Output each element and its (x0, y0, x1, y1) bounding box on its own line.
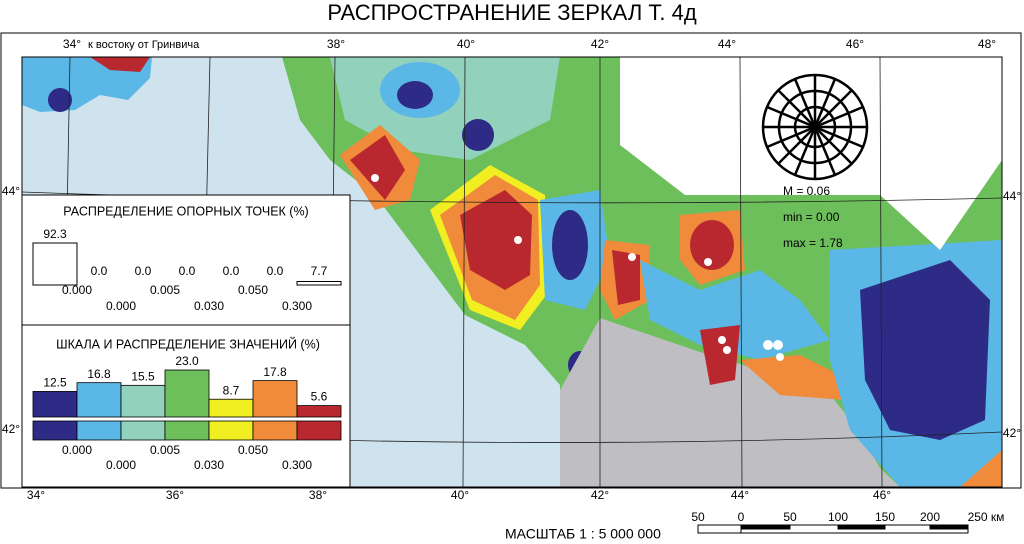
lon-label: 42° (591, 37, 609, 51)
scale-tick: 50 (691, 510, 705, 524)
lon-label: 36° (166, 488, 184, 502)
value-bar (164, 369, 210, 418)
lon-label: 40° (457, 37, 475, 51)
scale-tick: 50 (783, 510, 797, 524)
lat-label: 44° (2, 184, 20, 198)
lon-label: 44° (731, 488, 749, 502)
value-bar (208, 398, 254, 418)
legend-title: ШКАЛА И РАСПРЕДЕЛЕНИЕ ЗНАЧЕНИЙ (%) (56, 336, 320, 351)
value-label: 0.0 (179, 264, 196, 278)
lon-label: 38° (327, 37, 345, 51)
point-bar (296, 280, 342, 286)
stat: min = 0.00 (783, 210, 840, 224)
lon-label: 48° (978, 37, 996, 51)
value-label: 0.0 (135, 264, 152, 278)
scale-tick: 150 (875, 510, 895, 524)
threshold-label: 0.030 (194, 458, 224, 472)
color-swatch (32, 420, 78, 441)
color-swatch (164, 420, 210, 441)
value-bar (252, 380, 298, 418)
lon-label: 42° (591, 488, 609, 502)
threshold-label: 0.300 (282, 299, 312, 313)
stat: max = 1.78 (783, 236, 843, 250)
value-label: 15.5 (131, 369, 155, 383)
color-swatch (76, 420, 122, 441)
coordinates: 34° к востоку от Гринвича 38° 40° 42° 44… (2, 37, 1021, 502)
scale-bar (697, 524, 969, 534)
point-bar (32, 242, 78, 286)
value-label: 92.3 (43, 227, 67, 241)
scale-tick: 100 (828, 510, 848, 524)
threshold-label: 0.030 (194, 299, 224, 313)
value-bar (76, 382, 122, 418)
color-swatch (208, 420, 254, 441)
lat-label: 42° (1003, 426, 1021, 440)
color-swatch (120, 420, 166, 441)
scale-label: МАСШТАБ 1 : 5 000 000 (505, 526, 661, 542)
threshold-label: 0.000 (106, 458, 136, 472)
threshold-label: 0.050 (238, 283, 268, 297)
value-label: 23.0 (175, 354, 199, 368)
threshold-label: 0.005 (150, 283, 180, 297)
scale-tick: 250 км (968, 510, 1005, 524)
threshold-label: 0.000 (106, 299, 136, 313)
threshold-label: 0.000 (62, 283, 92, 297)
legend-title: РАСПРЕДЕЛЕНИЕ ОПОРНЫХ ТОЧЕК (%) (63, 204, 308, 218)
value-label: 0.0 (267, 264, 284, 278)
value-label: 8.7 (223, 383, 240, 397)
lat-label: 42° (2, 422, 20, 436)
lon-label: 34° (63, 37, 81, 51)
threshold-label: 0.000 (62, 443, 92, 457)
threshold-label: 0.005 (150, 443, 180, 457)
value-label: 0.0 (91, 264, 108, 278)
value-label: 16.8 (87, 367, 111, 381)
stat: M = 0.06 (783, 184, 830, 198)
value-bar (32, 391, 78, 418)
lon-label: 40° (451, 488, 469, 502)
value-label: 17.8 (263, 365, 287, 379)
value-label: 0.0 (223, 264, 240, 278)
threshold-label: 0.300 (282, 458, 312, 472)
color-swatch (296, 420, 342, 441)
scale-tick: 0 (738, 510, 745, 524)
threshold-label: 0.050 (238, 443, 268, 457)
lat-label: 44° (1003, 189, 1021, 203)
lon-label: 38° (309, 488, 327, 502)
color-swatch (252, 420, 298, 441)
scale-tick: 200 (920, 510, 940, 524)
lon-label: 34° (27, 488, 45, 502)
title: РАСПРОСТРАНЕНИЕ ЗЕРКАЛ Т. 4д (327, 0, 697, 25)
value-label: 5.6 (311, 390, 328, 404)
value-label: 7.7 (311, 264, 328, 278)
meridian-note: к востоку от Гринвича (88, 39, 200, 51)
lon-label: 44° (718, 37, 736, 51)
lon-label: 46° (873, 488, 891, 502)
value-bar (120, 384, 166, 418)
value-bar (296, 405, 342, 418)
lon-label: 46° (846, 37, 864, 51)
value-label: 12.5 (43, 376, 67, 390)
